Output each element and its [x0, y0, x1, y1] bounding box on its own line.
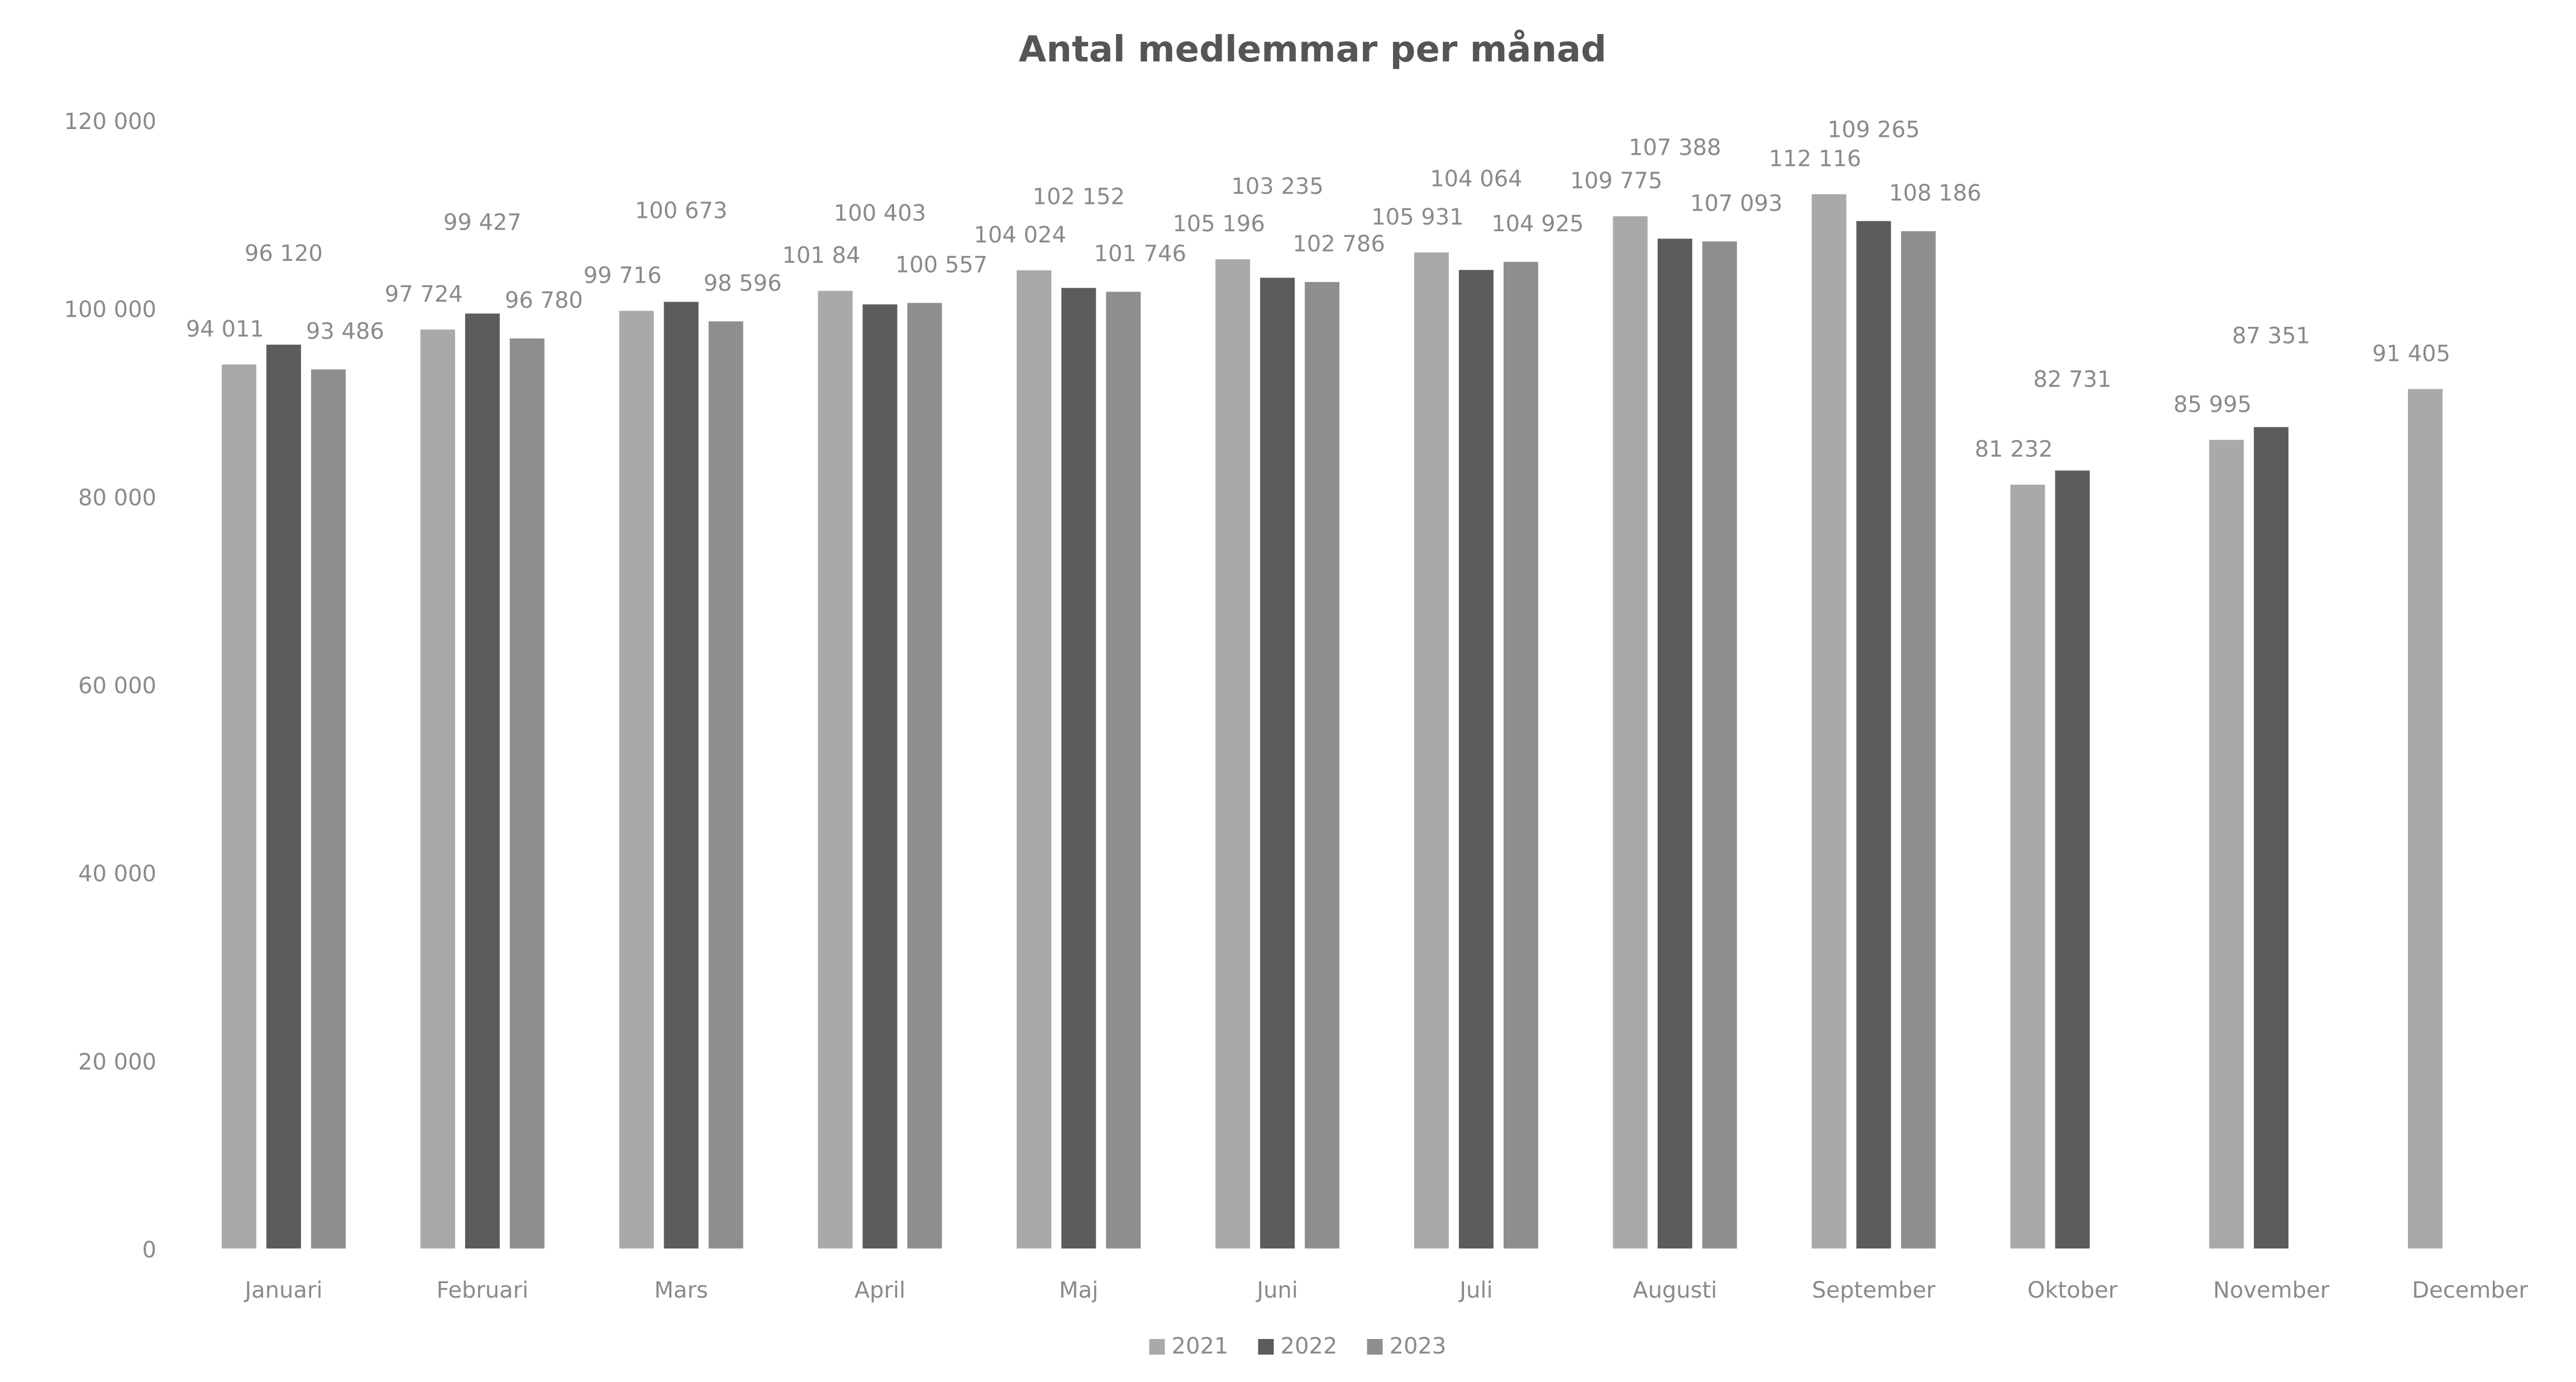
data-label: 94 011	[186, 316, 264, 342]
legend-swatch-2022	[1258, 1339, 1274, 1355]
legend-swatch-2023	[1367, 1339, 1383, 1355]
data-label: 109 265	[1828, 117, 1920, 143]
bar-2022-mars	[664, 302, 699, 1248]
bar-2021-juli	[1414, 252, 1449, 1249]
data-label: 87 351	[2232, 323, 2310, 349]
data-label: 105 931	[1371, 204, 1463, 230]
data-label: 100 673	[635, 198, 727, 223]
data-label: 107 093	[1690, 190, 1782, 216]
y-tick-label: 120 000	[64, 109, 156, 135]
x-tick-label: Augusti	[1633, 1278, 1717, 1303]
bar-2022-maj	[1061, 288, 1096, 1248]
x-tick-label: Maj	[1059, 1278, 1098, 1303]
bar-2021-april	[818, 290, 853, 1248]
y-axis: 0 20 000 40 000 60 000 80 000 100 000 120 000	[64, 109, 156, 1263]
data-label: 99 427	[443, 209, 522, 235]
data-label: 101 746	[1094, 241, 1186, 266]
data-label: 105 196	[1172, 211, 1265, 237]
legend-swatch-2021	[1149, 1339, 1165, 1355]
legend-label: 2021	[1172, 1333, 1229, 1359]
bar-2022-november	[2254, 427, 2289, 1248]
bar-2023-augusti	[1702, 241, 1737, 1248]
data-label: 102 786	[1292, 231, 1385, 257]
bar-2021-augusti	[1613, 216, 1648, 1248]
y-tick-label: 40 000	[78, 861, 156, 887]
y-tick-label: 80 000	[78, 485, 156, 511]
x-tick-label: April	[855, 1278, 905, 1303]
bar-2021-juni	[1215, 259, 1251, 1248]
y-tick-label: 20 000	[78, 1049, 156, 1075]
data-label: 99 716	[584, 263, 662, 288]
bar-2021-maj	[1017, 270, 1052, 1248]
data-label: 107 388	[1629, 135, 1721, 160]
data-label: 81 232	[1974, 437, 2053, 463]
y-tick-label: 100 000	[64, 297, 156, 323]
bar-2023-maj	[1106, 292, 1141, 1249]
data-label: 103 235	[1231, 174, 1323, 199]
data-label: 109 775	[1570, 168, 1662, 194]
bar-2021-november	[2209, 440, 2244, 1248]
data-label: 102 152	[1033, 184, 1125, 209]
bar-2022-augusti	[1657, 239, 1692, 1248]
data-label: 100 403	[834, 201, 926, 226]
bar-2021-oktober	[2010, 484, 2045, 1248]
data-label: 108 186	[1889, 180, 1981, 206]
x-tick-label: September	[1812, 1278, 1936, 1303]
data-label: 101 84	[782, 243, 860, 269]
x-tick-label: Juli	[1458, 1278, 1492, 1303]
chart-title: Antal medlemmar per månad	[1019, 29, 1606, 70]
bar-2022-januari	[266, 344, 301, 1248]
y-tick-label: 0	[142, 1237, 156, 1263]
bar-2021-december	[2408, 389, 2443, 1249]
bar-2022-juni	[1260, 278, 1295, 1249]
bar-2022-juli	[1458, 270, 1494, 1249]
data-label: 82 731	[2033, 366, 2111, 392]
data-label: 91 405	[2372, 341, 2450, 366]
legend-label: 2022	[1281, 1333, 1338, 1359]
bar-2022-september	[1856, 221, 1891, 1249]
bar-2023-februari	[509, 338, 545, 1248]
bar-2021-januari	[221, 364, 256, 1249]
x-tick-label: November	[2213, 1278, 2330, 1303]
x-tick-label: December	[2412, 1278, 2528, 1303]
bar-2023-april	[907, 303, 942, 1248]
data-label: 104 925	[1491, 211, 1583, 237]
x-tick-label: Oktober	[2028, 1278, 2118, 1303]
legend: 2021 2022 2023	[1149, 1333, 1447, 1359]
bar-2022-april	[862, 304, 898, 1248]
x-tick-label: Februari	[436, 1278, 528, 1303]
data-label: 93 486	[306, 318, 384, 344]
bar-2023-januari	[311, 369, 346, 1248]
bar-2021-mars	[619, 311, 654, 1249]
x-tick-label: Januari	[243, 1278, 322, 1303]
bar-2021-februari	[420, 329, 455, 1249]
bar-2023-september	[1901, 231, 1936, 1248]
data-label: 96 120	[245, 241, 323, 266]
data-label: 98 596	[704, 270, 782, 296]
data-label: 104 024	[974, 222, 1066, 248]
data-label: 96 780	[505, 288, 583, 313]
y-tick-label: 60 000	[78, 673, 156, 699]
x-tick-label: Juni	[1255, 1278, 1298, 1303]
data-label: 100 557	[895, 252, 988, 278]
bar-2023-mars	[708, 321, 743, 1248]
data-label: 97 724	[385, 282, 463, 307]
bar-2022-februari	[465, 313, 500, 1248]
x-axis: Januari Februari Mars April Maj Juni Juli Augus…	[243, 1278, 2528, 1303]
data-label: 112 116	[1769, 146, 1861, 172]
bar-2023-juli	[1503, 261, 1538, 1249]
bar-2023-juni	[1305, 282, 1340, 1248]
data-label: 104 064	[1430, 166, 1522, 192]
bar-2021-september	[1811, 194, 1847, 1248]
bars-group	[221, 194, 2443, 1249]
bar-2022-oktober	[2055, 470, 2090, 1248]
x-tick-label: Mars	[654, 1278, 708, 1303]
legend-label: 2023	[1390, 1333, 1447, 1359]
data-label: 85 995	[2173, 392, 2251, 417]
